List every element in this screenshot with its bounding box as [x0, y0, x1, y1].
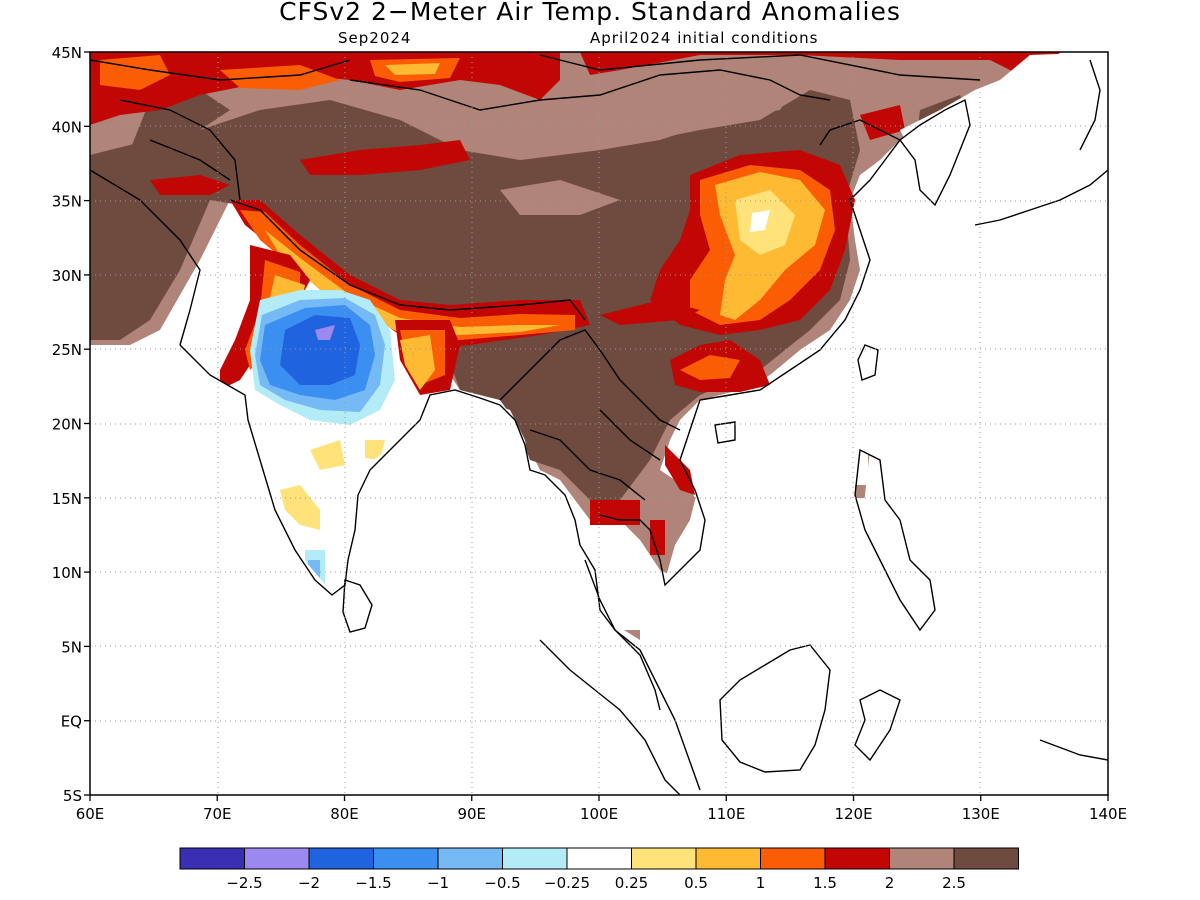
initial-conditions: April2024 initial conditions	[590, 29, 819, 47]
colorbar-swatch	[179, 847, 245, 870]
region-cambodia-red	[650, 520, 665, 555]
border-se-asia	[499, 329, 681, 501]
lon-tick-label: 100E	[580, 805, 618, 823]
coast-japan	[974, 59, 1108, 226]
region-indochina-red	[590, 500, 640, 525]
colorbar-label: −1	[427, 874, 449, 892]
map-title: CFSv2 2−Meter Air Temp. Standard Anomali…	[279, 0, 901, 26]
lat-tick-label: 20N	[52, 416, 82, 434]
colorbar-swatch	[889, 847, 955, 870]
region-north-orange4	[385, 63, 440, 75]
colorbar-swatch	[631, 847, 697, 870]
colorbar-label: 1.5	[813, 874, 837, 892]
coast-indochina	[599, 399, 706, 587]
colorbar-swatch	[437, 847, 503, 870]
lat-tick-label: EQ	[61, 713, 82, 731]
region-central-asia-brown	[90, 90, 230, 170]
region-india-white	[240, 395, 410, 560]
region-mongolia-tan-patch2	[500, 180, 620, 215]
region-phil-tan-2	[855, 485, 868, 498]
lat-tick-label: 35N	[52, 193, 82, 211]
colorbar-label: −2.5	[226, 874, 262, 892]
region-west-red-strip	[150, 175, 230, 195]
colorbar-swatch	[373, 847, 439, 870]
lat-tick-label: 25N	[52, 341, 82, 359]
coast-china	[699, 119, 902, 401]
region-east-india-gold	[400, 335, 435, 390]
region-north-orange	[100, 55, 170, 90]
lat-axis: 45N 40N 35N 30N 25N 20N 15N 10N 5N EQ 5S	[52, 44, 90, 805]
region-south-china-orange	[680, 355, 740, 380]
region-india-purple	[315, 325, 335, 340]
coast-philippines	[854, 448, 936, 632]
coast-se-asia	[499, 404, 701, 791]
colorbar-swatch	[824, 847, 890, 870]
region-ne-red	[860, 105, 905, 140]
coast-korea	[899, 98, 971, 207]
border-central-asia	[90, 99, 241, 346]
region-north-ne-red	[580, 52, 1060, 75]
coast-india	[179, 344, 501, 596]
lon-tick-label: 80E	[330, 805, 359, 823]
colorbar-swatch	[502, 847, 568, 870]
region-india-yellow-1	[310, 440, 345, 470]
region-india-dark-blue	[280, 315, 360, 385]
lat-tick-label: 45N	[52, 44, 82, 62]
region-north-orange2	[220, 65, 340, 90]
lon-tick-label: 130E	[962, 805, 1000, 823]
colorbar-label: 0.5	[684, 874, 708, 892]
border-russia	[90, 54, 981, 81]
colorbar: −2.5 −2 −1.5 −1 −0.5 −0.25 0.25 0.5 1 1.5 2 2.5	[179, 847, 1019, 892]
colorbar-label: −0.5	[484, 874, 520, 892]
colorbar-label: −1.5	[355, 874, 391, 892]
region-south-red-strip	[600, 300, 700, 325]
lon-axis: 60E 70E 80E 90E 100E 110E 120E 130E 140E	[76, 795, 1127, 823]
colorbar-label: 1	[756, 874, 766, 892]
coast-sri-lanka	[342, 579, 373, 633]
coastlines	[90, 54, 1108, 795]
region-tibet-red-strip	[300, 140, 470, 175]
colorbar-swatch	[308, 847, 374, 870]
colorbar-label: −2	[298, 874, 320, 892]
colorbar-label: 2	[885, 874, 895, 892]
coast-sumatra	[539, 639, 681, 795]
border-mongolia	[349, 69, 831, 111]
colorbar-label: 0.25	[615, 874, 648, 892]
colorbar-swatch	[566, 847, 632, 870]
region-china-brown	[90, 90, 860, 500]
lat-tick-label: 30N	[52, 267, 82, 285]
ocean-mask-east	[665, 52, 1108, 790]
lon-tick-label: 140E	[1089, 805, 1127, 823]
region-north-china-white	[750, 210, 770, 232]
lat-tick-label: 5S	[63, 787, 82, 805]
colorbar-label: 2.5	[942, 874, 966, 892]
lon-tick-label: 110E	[707, 805, 745, 823]
colorbar-swatch	[695, 847, 761, 870]
coast-hainan	[714, 421, 736, 444]
lon-tick-label: 90E	[457, 805, 486, 823]
lat-tick-label: 15N	[52, 490, 82, 508]
region-vietnam-red	[665, 445, 695, 495]
colorbar-swatch	[953, 847, 1019, 870]
region-mongolia-tan-patch	[470, 70, 800, 160]
lat-tick-label: 5N	[61, 638, 82, 656]
colorbar-swatch	[760, 847, 826, 870]
lon-tick-label: 120E	[834, 805, 872, 823]
colorbar-swatch	[244, 847, 310, 870]
coast-sulawesi	[854, 689, 901, 762]
region-himalaya-red	[230, 200, 590, 350]
lat-tick-label: 10N	[52, 564, 82, 582]
region-himalaya-gold	[265, 230, 560, 338]
valid-month: Sep2024	[338, 29, 412, 47]
lon-tick-label: 70E	[203, 805, 232, 823]
coast-borneo	[719, 644, 831, 773]
colorbar-label: −0.25	[544, 874, 590, 892]
coast-new-guinea	[1039, 739, 1108, 761]
coast-peninsula-malaya	[584, 559, 661, 711]
lat-tick-label: 40N	[52, 118, 82, 136]
border-india-china	[229, 199, 586, 321]
lon-tick-label: 60E	[76, 805, 105, 823]
region-india-yellow-2	[280, 485, 320, 530]
